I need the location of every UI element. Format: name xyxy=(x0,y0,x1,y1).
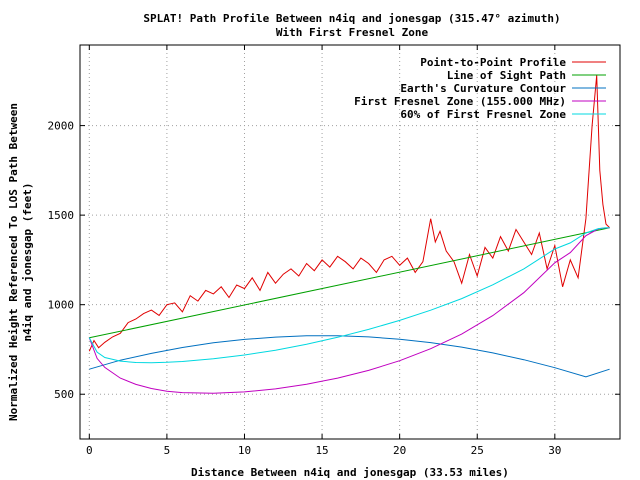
x-tick-label: 25 xyxy=(471,444,484,457)
x-tick-label: 10 xyxy=(238,444,251,457)
x-tick-label: 5 xyxy=(164,444,171,457)
grid-lines xyxy=(80,45,620,439)
y-axis-label-line1: Normalized Height Referenced To LOS Path… xyxy=(7,103,20,421)
plot-frame xyxy=(79,44,621,440)
chart-title: SPLAT! Path Profile Between n4iq and jon… xyxy=(143,12,560,25)
legend-profile-label: Point-to-Point Profile xyxy=(420,56,566,69)
earth-curvature-line xyxy=(89,335,610,378)
fresnel-zone-line xyxy=(88,227,610,394)
series-lines xyxy=(88,75,610,394)
x-axis-label: Distance Between n4iq and jonesgap (33.5… xyxy=(191,466,509,479)
tick-labels: 0 5 10 15 20 25 30 500 1000 1500 2000 xyxy=(48,120,562,457)
profile-line xyxy=(88,75,610,352)
legend-earth-curvature-label: Earth's Curvature Contour xyxy=(400,82,566,95)
y-tick-label: 1500 xyxy=(48,209,75,222)
y-tick-label: 1000 xyxy=(48,299,75,312)
fresnel-60-line xyxy=(88,227,610,364)
y-tick-label: 500 xyxy=(54,388,74,401)
legend-fresnel-zone-label: First Fresnel Zone (155.000 MHz) xyxy=(354,95,566,108)
axis-ticks xyxy=(80,45,620,439)
x-tick-label: 0 xyxy=(86,444,93,457)
x-tick-label: 20 xyxy=(393,444,406,457)
line-of-sight-line xyxy=(89,227,610,339)
y-axis-label-line2: n4iq and jonesgap (feet) xyxy=(21,183,34,342)
y-tick-label: 2000 xyxy=(48,120,75,133)
x-tick-label: 30 xyxy=(548,444,561,457)
legend-fresnel-60-label: 60% of First Fresnel Zone xyxy=(400,108,566,121)
legend-line-of-sight-label: Line of Sight Path xyxy=(447,69,566,82)
chart-subtitle: With First Fresnel Zone xyxy=(276,26,429,39)
x-tick-label: 15 xyxy=(315,444,328,457)
